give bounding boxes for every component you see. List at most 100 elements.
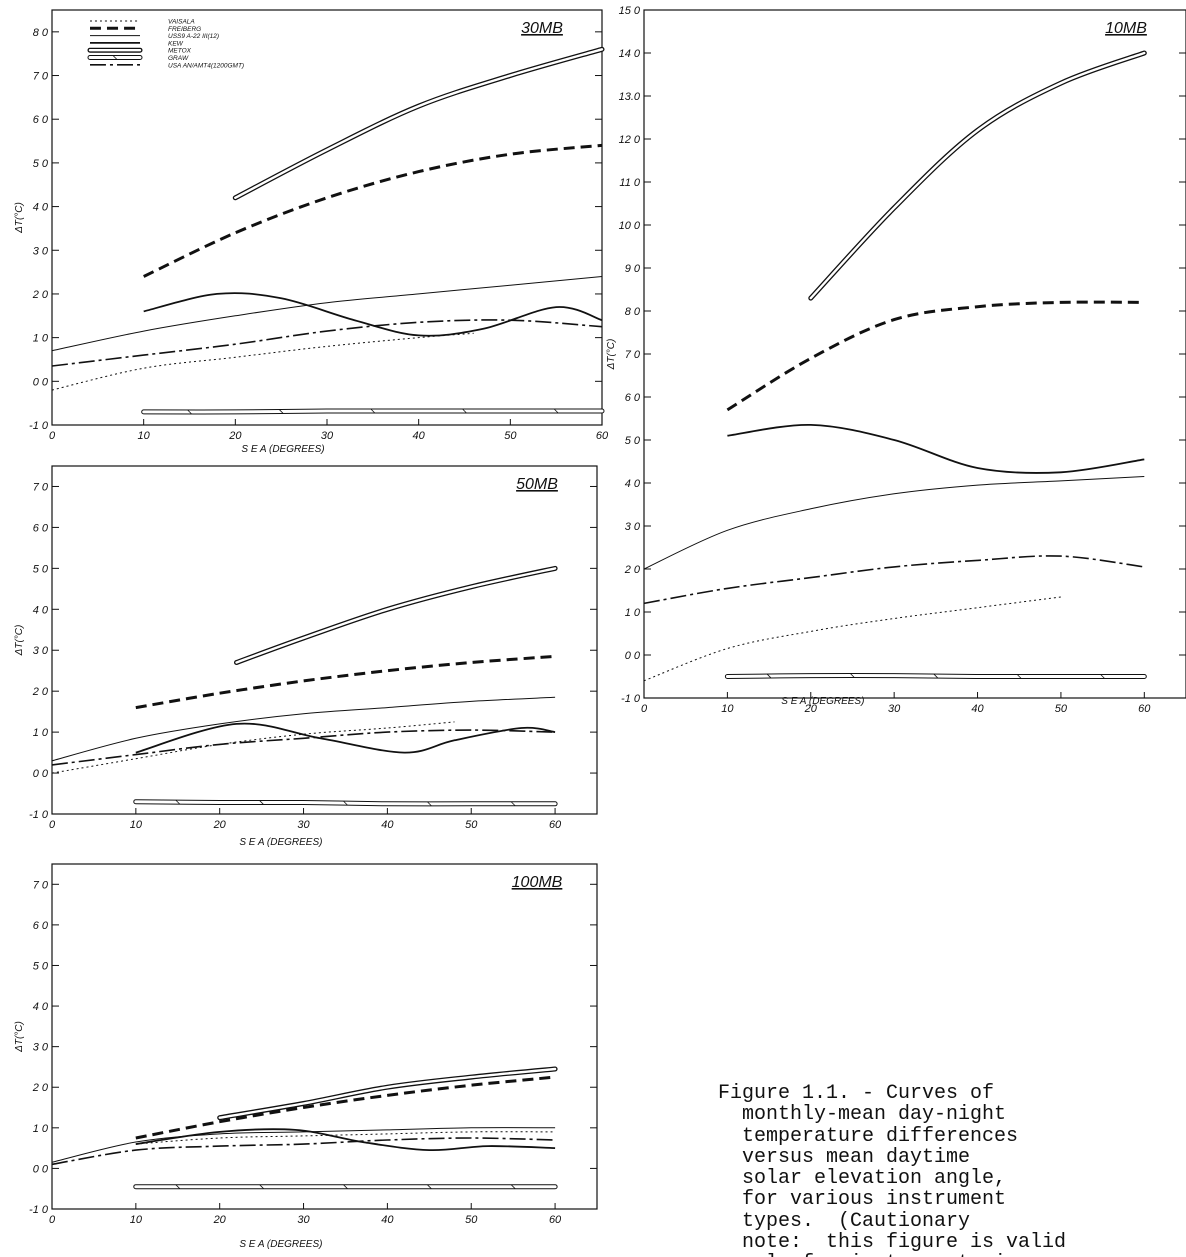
x-tick-label: 10 bbox=[130, 1214, 143, 1226]
x-tick-label: 0 bbox=[641, 703, 648, 712]
y-axis-title: ΔT(°C) bbox=[14, 202, 25, 234]
series-usa-line bbox=[51, 319, 603, 367]
y-tick-label: 0 0 bbox=[33, 376, 49, 388]
y-tick-label: 0 0 bbox=[33, 1163, 49, 1175]
y-tick-label: 4 0 bbox=[625, 478, 641, 490]
x-tick-label: 0 bbox=[49, 430, 56, 442]
x-axis-title: S E A (DEGREES) bbox=[239, 1239, 322, 1250]
y-tick-label: 5 0 bbox=[33, 158, 49, 170]
y-tick-label: 1 0 bbox=[625, 607, 641, 619]
panel-label: 50MB bbox=[516, 476, 558, 493]
x-tick-label: 20 bbox=[804, 703, 818, 712]
y-tick-label: 6 0 bbox=[33, 920, 49, 932]
y-tick-label: 2 0 bbox=[32, 289, 49, 301]
x-tick-label: 20 bbox=[213, 1214, 227, 1226]
y-tick-label: 5 0 bbox=[33, 960, 49, 972]
y-tick-label: 2 0 bbox=[32, 686, 49, 698]
series-usa-line bbox=[643, 555, 1145, 605]
x-tick-label: 20 bbox=[213, 819, 227, 831]
x-tick-label: 50 bbox=[504, 430, 517, 442]
y-tick-label: 0 0 bbox=[33, 768, 49, 780]
chart-100mb: -1 0 0 0 1 0 2 0 3 0 4 0 5 0 6 0 7 0 0 10 20 30 40 50 6… bbox=[14, 863, 598, 1250]
legend-label: FREIBERG bbox=[168, 26, 201, 33]
series-kew-line bbox=[135, 1128, 556, 1152]
y-tick-label: 5 0 bbox=[625, 435, 641, 447]
y-tick-label: 6 0 bbox=[625, 392, 641, 404]
series-metox-line bbox=[217, 1066, 558, 1121]
panel-label: 100MB bbox=[512, 874, 563, 891]
x-tick-label: 0 bbox=[49, 819, 56, 831]
y-tick-label: 1 0 bbox=[33, 333, 49, 345]
series-vaisala-line bbox=[643, 596, 1061, 682]
y-axis-title: ΔT(°C) bbox=[14, 1021, 25, 1053]
y-tick-label: -1 0 bbox=[29, 809, 49, 821]
series-metox-line bbox=[234, 565, 558, 665]
x-tick-label: 60 bbox=[549, 1214, 562, 1226]
y-tick-label: 6 0 bbox=[33, 522, 49, 534]
chart-10mb: -1 0 0 0 1 0 2 0 3 0 4 0 5 0 6 0 7 0 8 0 9 0 10 0 11… bbox=[606, 5, 1186, 712]
y-tick-label: 2 0 bbox=[32, 1082, 49, 1094]
x-tick-label: 60 bbox=[549, 819, 562, 831]
series-graw-line bbox=[141, 408, 605, 415]
y-tick-label: 9 0 bbox=[625, 263, 641, 275]
y-tick-label: 7 0 bbox=[33, 879, 49, 891]
y-tick-label: 7 0 bbox=[33, 71, 49, 83]
y-tick-label: -1 0 bbox=[29, 420, 49, 432]
y-tick-label: 3 0 bbox=[33, 245, 49, 257]
x-tick-label: 60 bbox=[596, 430, 609, 442]
legend-label: GRAW bbox=[168, 55, 189, 62]
chart-panel-30mb: -1 0 0 0 1 0 2 0 3 0 4 0 5 0 6 0 7 0 8 0 0 10 20 30 40… bbox=[0, 0, 610, 462]
figure-caption: Figure 1.1. - Curves of monthly-mean day… bbox=[718, 1083, 1067, 1257]
y-tick-label: 12 0 bbox=[619, 134, 641, 146]
y-tick-label: 6 0 bbox=[33, 114, 49, 126]
x-tick-label: 30 bbox=[297, 819, 310, 831]
x-tick-label: 0 bbox=[49, 1214, 56, 1226]
x-tick-label: 50 bbox=[465, 819, 478, 831]
series-vaisala-line bbox=[135, 1131, 556, 1145]
chart-panel-100mb: -1 0 0 0 1 0 2 0 3 0 4 0 5 0 6 0 7 0 0 10 20 30 40 50 6… bbox=[0, 860, 610, 1257]
x-tick-label: 30 bbox=[321, 430, 334, 442]
series-freiberg-line bbox=[135, 654, 556, 710]
panel-label: 10MB bbox=[1105, 20, 1147, 37]
series-vaisala-line bbox=[51, 332, 474, 391]
x-tick-label: 10 bbox=[138, 430, 151, 442]
plot-frame bbox=[51, 465, 598, 815]
x-axis-title: S E A (DEGREES) bbox=[241, 444, 324, 455]
x-tick-label: 30 bbox=[888, 703, 901, 712]
legend-swatch-graw bbox=[87, 55, 143, 61]
series-metox-line bbox=[808, 50, 1147, 301]
series-freiberg-line bbox=[143, 143, 603, 278]
x-tick-label: 40 bbox=[971, 703, 984, 712]
legend-label: VAISALA bbox=[168, 19, 195, 26]
series-uss-line bbox=[51, 276, 603, 352]
y-tick-label: 1 0 bbox=[33, 727, 49, 739]
x-tick-label: 50 bbox=[465, 1214, 478, 1226]
y-tick-label: 11 0 bbox=[619, 177, 640, 189]
plot-frame bbox=[643, 9, 1186, 699]
y-tick-label: 13.0 bbox=[619, 91, 641, 103]
y-tick-label: 4 0 bbox=[33, 202, 49, 214]
y-tick-label: 7 0 bbox=[33, 481, 49, 493]
series-metox-line bbox=[232, 46, 605, 201]
series-uss-line bbox=[51, 1127, 556, 1163]
x-tick-label: 50 bbox=[1055, 703, 1068, 712]
x-tick-label: 10 bbox=[130, 819, 143, 831]
series-usa-line bbox=[51, 1137, 556, 1166]
y-tick-label: 8 0 bbox=[33, 27, 49, 39]
panel-label: 30MB bbox=[521, 20, 563, 37]
y-tick-label: 1 0 bbox=[33, 1123, 49, 1135]
x-axis-title: S E A (DEGREES) bbox=[781, 696, 864, 707]
y-tick-label: 3 0 bbox=[33, 645, 49, 657]
y-tick-label: 2 0 bbox=[624, 564, 641, 576]
legend-label: USA AN/AMT4(1200GMT) bbox=[168, 62, 244, 69]
y-tick-label: 4 0 bbox=[33, 604, 49, 616]
series-graw-line bbox=[133, 799, 558, 807]
chart-panel-50mb: -1 0 0 0 1 0 2 0 3 0 4 0 5 0 6 0 7 0 0 10 20 30 40 50 6… bbox=[0, 462, 610, 862]
series-uss-line bbox=[51, 696, 556, 762]
chart-50mb: -1 0 0 0 1 0 2 0 3 0 4 0 5 0 6 0 7 0 0 10 20 30 40 50 6… bbox=[14, 465, 598, 848]
y-tick-label: 3 0 bbox=[625, 521, 641, 533]
x-axis-title: S E A (DEGREES) bbox=[239, 837, 322, 848]
y-tick-label: 0 0 bbox=[625, 650, 641, 662]
y-tick-label: 8 0 bbox=[625, 306, 641, 318]
legend-label: METOX bbox=[168, 48, 192, 55]
